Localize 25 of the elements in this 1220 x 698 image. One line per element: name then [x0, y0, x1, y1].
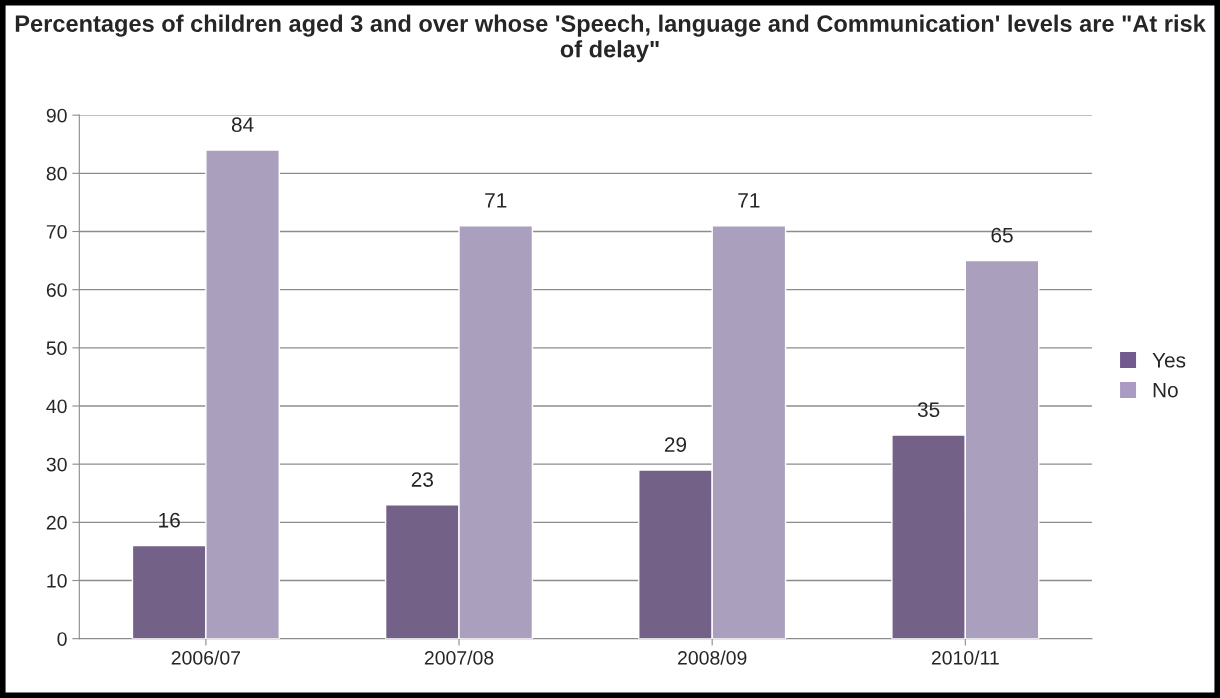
data-label: 35	[917, 402, 940, 418]
x-tick-label: 2007/08	[424, 650, 494, 665]
y-tick-label: 10	[47, 573, 67, 588]
data-label: 16	[159, 512, 180, 528]
y-tick-label: 30	[46, 457, 67, 472]
y-tick-label: 80	[46, 166, 67, 181]
legend-label: No	[1153, 382, 1178, 398]
data-label: 23	[411, 472, 433, 487]
data-label: 71	[738, 193, 760, 208]
y-tick-label: 90	[46, 108, 67, 123]
data-label: 29	[664, 437, 687, 452]
x-tick-label: 2008/09	[678, 650, 747, 665]
y-tick-label: 70	[46, 224, 67, 239]
chart-title: Percentages of children aged 3 and over whose 'Speech, language and Communication' levels are "At risk of delay"	[15, 14, 1206, 63]
data-label: 65	[991, 227, 1013, 243]
data-label: 71	[485, 193, 507, 208]
data-label: 84	[231, 117, 254, 133]
y-tick-label: 20	[46, 515, 67, 530]
legend-label: Yes	[1152, 353, 1186, 368]
y-tick-label: 50	[46, 341, 67, 356]
y-tick-label: 60	[46, 283, 67, 297]
y-tick-label: 0	[57, 632, 67, 646]
x-tick-label: 2006/07	[171, 650, 241, 665]
y-tick-label: 40	[46, 399, 67, 414]
x-tick-label: 2010/11	[931, 650, 999, 665]
